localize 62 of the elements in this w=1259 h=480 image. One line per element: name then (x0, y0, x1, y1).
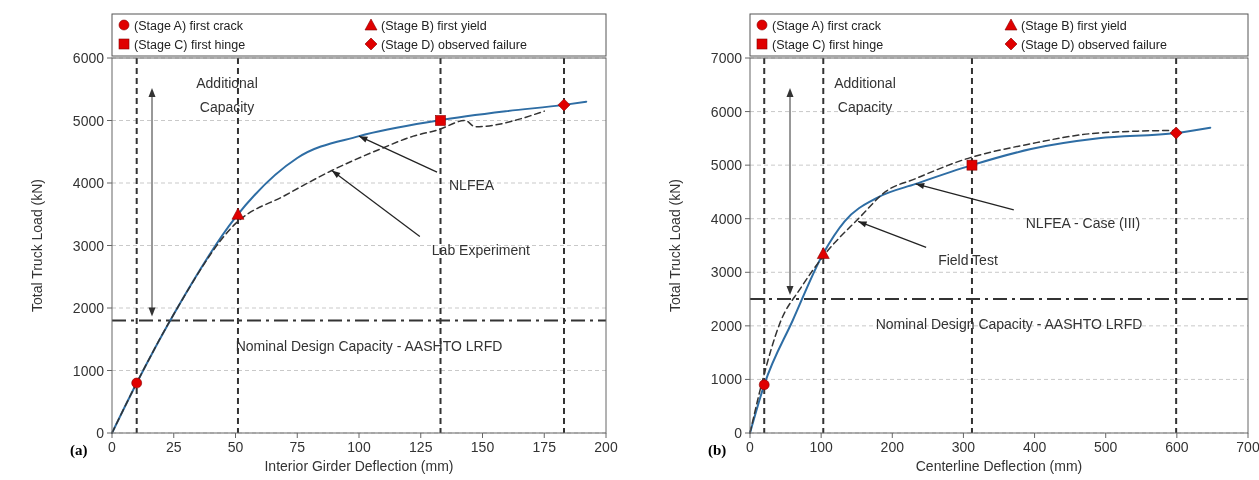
y-tick-label: 5000 (72, 112, 105, 129)
x-tick-label: 500 (1094, 439, 1118, 455)
x-tick-label: 0 (746, 439, 755, 455)
x-tick-label: 600 (1165, 439, 1189, 455)
y-tick-label: 6000 (72, 50, 105, 66)
x-tick-label: 50 (227, 439, 244, 455)
legend-label: (Stage A) first crack (134, 19, 244, 33)
y-tick-label: 3000 (710, 264, 743, 281)
ref-line-label: Nominal Design Capacity - AASHTO LRFD (875, 316, 1143, 333)
x-tick-label: 700 (1236, 439, 1259, 455)
x-tick-label: 400 (1022, 439, 1047, 455)
y-axis-title: Total Truck Load (kN) (29, 178, 45, 313)
point (758, 379, 770, 391)
y-tick-label: 2000 (72, 300, 105, 316)
x-tick-label: 300 (951, 439, 976, 455)
y-tick-label: 6000 (710, 103, 743, 120)
y-tick-label: 2000 (710, 317, 743, 334)
legend-label: (Stage B) first yield (381, 19, 487, 33)
text: (b) (708, 442, 727, 459)
x-axis-title: Centerline Deflection (mm) (915, 458, 1083, 474)
x-tick-label: 175 (532, 439, 557, 455)
y-tick-label: 5000 (710, 157, 743, 174)
legend-label: (Stage C) first hinge (134, 38, 246, 52)
legend-label: (Stage D) observed failure (381, 38, 527, 52)
y-tick-label: 4000 (72, 175, 105, 191)
x-tick-label: 100 (347, 439, 371, 455)
legend-label: (Stage D) observed failure (1021, 38, 1167, 52)
x-tick-label: 150 (470, 439, 495, 455)
y-tick-label: 3000 (72, 237, 105, 254)
point (1169, 126, 1183, 140)
y-tick-label: 0 (734, 425, 743, 441)
annotation: Lab Experiment (431, 241, 530, 258)
x-tick-label: 200 (880, 439, 905, 455)
x-tick-label: 0 (108, 439, 117, 455)
x-tick-label: 125 (409, 439, 433, 455)
annotation: NLFEA (449, 177, 495, 194)
point (816, 247, 830, 259)
ref-line-label: Nominal Design Capacity - AASHTO LRFD (235, 337, 503, 354)
annotation: Field Test (938, 252, 998, 269)
x-tick-label: 75 (289, 439, 306, 455)
x-tick-label: 200 (594, 439, 618, 455)
x-axis-title: Interior Girder Deflection (mm) (264, 458, 454, 474)
point (557, 98, 571, 112)
annotation: NLFEA - Case (III) (1025, 214, 1141, 231)
x-tick-label: 100 (809, 439, 834, 455)
legend-label: (Stage A) first crack (772, 19, 882, 33)
y-axis-title: Total Truck Load (kN) (667, 178, 683, 313)
legend-label: (Stage C) first hinge (772, 38, 884, 52)
point (231, 207, 245, 220)
legend-label: (Stage B) first yield (1021, 19, 1127, 33)
y-tick-label: 7000 (710, 50, 743, 66)
annotation: Additional Capacity (196, 75, 258, 115)
text: (a) (70, 442, 88, 459)
annotation: Additional Capacity (834, 75, 896, 115)
point (966, 159, 978, 171)
y-tick-label: 4000 (710, 210, 743, 227)
x-tick-label: 25 (165, 439, 182, 455)
y-tick-label: 1000 (710, 371, 743, 388)
point (131, 377, 142, 389)
y-tick-label: 0 (96, 425, 105, 441)
point (435, 115, 446, 126)
y-tick-label: 1000 (72, 362, 105, 379)
